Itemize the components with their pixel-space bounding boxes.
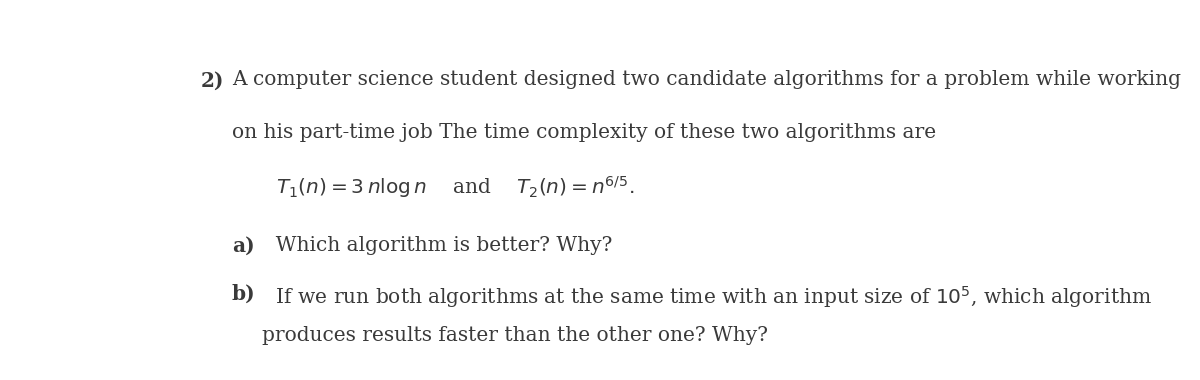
Text: Which algorithm is better? Why?: Which algorithm is better? Why? [263, 236, 612, 255]
Text: b): b) [232, 284, 256, 304]
Text: If we run both algorithms at the same time with an input size of $10^5$, which a: If we run both algorithms at the same ti… [263, 284, 1151, 310]
Text: produces results faster than the other one? Why?: produces results faster than the other o… [262, 326, 768, 345]
Text: a): a) [232, 236, 254, 256]
Text: A computer science student designed two candidate algorithms for a problem while: A computer science student designed two … [232, 70, 1181, 89]
Text: $T_1(n) = 3\, n\log n\quad$ and $\quad T_2(n) = n^{6/5}.$: $T_1(n) = 3\, n\log n\quad$ and $\quad T… [276, 174, 634, 200]
Text: on his part-time job The time complexity of these two algorithms are: on his part-time job The time complexity… [232, 123, 936, 142]
Text: 2): 2) [202, 70, 224, 90]
